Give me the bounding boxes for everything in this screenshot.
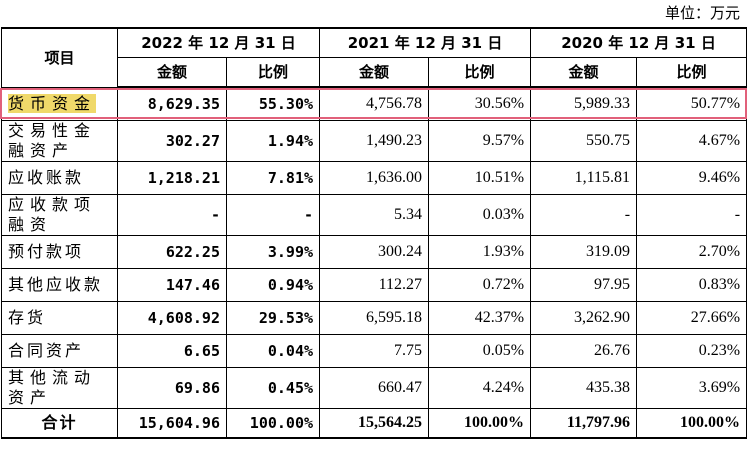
header-ratio: 比例 <box>428 56 532 88</box>
cell: 55.30% <box>225 86 321 121</box>
cell: 50.77% <box>636 86 748 121</box>
row-label: 预付款项 <box>1 234 118 269</box>
cell: 4.67% <box>636 119 748 162</box>
row-label: 其他应收款 <box>1 267 118 302</box>
cell: 100.00% <box>428 407 532 439</box>
cell: 0.04% <box>225 333 321 368</box>
cell: 4,756.78 <box>319 86 430 121</box>
row-label: 存货 <box>1 300 118 335</box>
cell: 100.00% <box>225 407 321 439</box>
cell: 15,564.25 <box>319 407 430 439</box>
row-label: 合计 <box>1 407 118 439</box>
cell: 112.27 <box>319 267 430 302</box>
cell: - <box>530 193 638 236</box>
cell: 1,218.21 <box>117 160 227 195</box>
cell: 0.83% <box>636 267 748 302</box>
total-row: 合计 15,604.96 100.00% 15,564.25 100.00% 1… <box>1 407 748 439</box>
cell: 6.65 <box>117 333 227 368</box>
header-period-2020: 2020 年 12 月 31 日 <box>530 27 748 58</box>
header-period-2022: 2022 年 12 月 31 日 <box>116 27 321 58</box>
cell: 5,989.33 <box>530 86 638 121</box>
cell: 27.66% <box>636 300 748 335</box>
cell: 4,608.92 <box>117 300 227 335</box>
header-amount: 金额 <box>319 56 430 88</box>
cell: 30.56% <box>428 86 532 121</box>
cell: 0.72% <box>428 267 532 302</box>
row-label: 应收账款 <box>1 160 118 195</box>
header-amount: 金额 <box>117 56 227 88</box>
cell: 2.70% <box>636 234 748 269</box>
cell: 69.86 <box>117 366 227 409</box>
cell: 302.27 <box>117 119 227 162</box>
header-amount: 金额 <box>530 56 638 88</box>
cell: 660.47 <box>319 366 430 409</box>
row-label: 交易性金融资产 <box>1 119 118 162</box>
cell: 11,797.96 <box>530 407 638 439</box>
cell: 7.81% <box>225 160 321 195</box>
cell: 10.51% <box>428 160 532 195</box>
cell: 147.46 <box>117 267 227 302</box>
cell: 100.00% <box>636 407 748 439</box>
cell: 1,490.23 <box>319 119 430 162</box>
cell: 3,262.90 <box>530 300 638 335</box>
cell: 1.94% <box>225 119 321 162</box>
table-row: 应收账款 1,218.21 7.81% 1,636.00 10.51% 1,11… <box>1 160 748 195</box>
cell: 8,629.35 <box>117 86 227 121</box>
table-row: 合同资产 6.65 0.04% 7.75 0.05% 26.76 0.23% <box>1 333 748 368</box>
cell: 6,595.18 <box>319 300 430 335</box>
cell: 0.23% <box>636 333 748 368</box>
balance-table: 项目 2022 年 12 月 31 日 2021 年 12 月 31 日 202… <box>1 27 748 439</box>
cell: 3.99% <box>225 234 321 269</box>
cell: 319.09 <box>530 234 638 269</box>
header-ratio: 比例 <box>636 56 748 88</box>
cell: 300.24 <box>319 234 430 269</box>
cell: 550.75 <box>530 119 638 162</box>
table-row: 存货 4,608.92 29.53% 6,595.18 42.37% 3,262… <box>1 300 748 335</box>
cell: 5.34 <box>319 193 430 236</box>
cell: 1.93% <box>428 234 532 269</box>
cell: 4.24% <box>428 366 532 409</box>
table-row: 其他流动资产 69.86 0.45% 660.47 4.24% 435.38 3… <box>1 366 748 409</box>
cell: - <box>636 193 748 236</box>
cell: 0.03% <box>428 193 532 236</box>
cell: 435.38 <box>530 366 638 409</box>
unit-label: 单位：万元 <box>664 4 740 22</box>
row-label: 应收款项融资 <box>1 193 118 236</box>
header-period-2021: 2021 年 12 月 31 日 <box>319 27 532 58</box>
cell: 7.75 <box>319 333 430 368</box>
cell: - <box>117 193 227 236</box>
cell: 3.69% <box>636 366 748 409</box>
highlighted-text: 货币资金 <box>8 93 97 113</box>
cell: - <box>225 193 321 236</box>
table-row: 货币资金 8,629.35 55.30% 4,756.78 30.56% 5,9… <box>1 86 748 121</box>
cell: 0.45% <box>225 366 321 409</box>
header-item: 项目 <box>1 27 118 88</box>
cell: 9.46% <box>636 160 748 195</box>
table-row: 应收款项融资 - - 5.34 0.03% - - <box>1 193 748 236</box>
row-label: 其他流动资产 <box>1 366 118 409</box>
table-row: 交易性金融资产 302.27 1.94% 1,490.23 9.57% 550.… <box>1 119 748 162</box>
cell: 97.95 <box>530 267 638 302</box>
cell: 622.25 <box>117 234 227 269</box>
cell: 0.05% <box>428 333 532 368</box>
table-row: 预付款项 622.25 3.99% 300.24 1.93% 319.09 2.… <box>1 234 748 269</box>
cell: 15,604.96 <box>117 407 227 439</box>
cell: 1,636.00 <box>319 160 430 195</box>
cell: 29.53% <box>225 300 321 335</box>
cell: 9.57% <box>428 119 532 162</box>
row-label: 合同资产 <box>1 333 118 368</box>
table-row: 其他应收款 147.46 0.94% 112.27 0.72% 97.95 0.… <box>1 267 748 302</box>
cell: 42.37% <box>428 300 532 335</box>
cell: 0.94% <box>225 267 321 302</box>
cell: 26.76 <box>530 333 638 368</box>
header-ratio: 比例 <box>225 56 321 88</box>
row-label: 货币资金 <box>1 86 118 121</box>
cell: 1,115.81 <box>530 160 638 195</box>
